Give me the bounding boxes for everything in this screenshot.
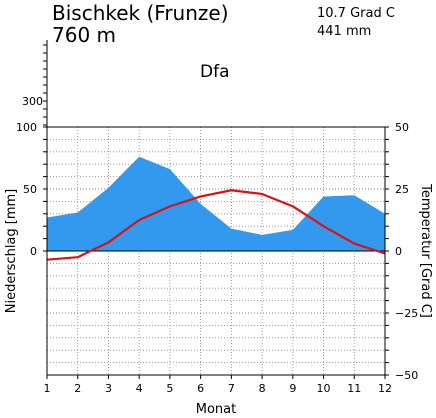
precipitation-area — [47, 156, 385, 251]
month-label: 5 — [166, 382, 173, 395]
temp-tick-label: 25 — [395, 183, 409, 196]
right-axis-label: Temperatur [Grad C] — [418, 183, 433, 318]
temp-tick-label: 0 — [395, 245, 402, 258]
station-name: Bischkek (Frunze) — [52, 1, 229, 25]
precip-tick-label: 100 — [16, 121, 37, 134]
station-elevation: 760 m — [52, 23, 117, 47]
precip-tick-label: 0 — [30, 245, 37, 258]
left-axis-label: Niederschlag [mm] — [4, 189, 19, 314]
temperature-line — [46, 189, 386, 261]
month-label: 3 — [105, 382, 112, 395]
x-axis-label: Monat — [196, 402, 236, 417]
month-label: 12 — [378, 382, 392, 395]
month-label: 8 — [259, 382, 266, 395]
month-label: 10 — [317, 382, 331, 395]
month-label: 11 — [347, 382, 361, 395]
climate-classification: Dfa — [200, 62, 230, 82]
temp-tick-label: 50 — [395, 121, 409, 134]
temp-tick-label: −25 — [395, 307, 418, 320]
mean-temperature: 10.7 Grad C — [317, 6, 395, 21]
upper-precip-label: 300 — [22, 95, 43, 108]
precip-tick-label: 50 — [23, 183, 37, 196]
month-label: 1 — [44, 382, 51, 395]
month-label: 2 — [74, 382, 81, 395]
month-label: 7 — [228, 382, 235, 395]
annual-precipitation: 441 mm — [317, 24, 372, 39]
month-label: 4 — [136, 382, 143, 395]
month-label: 9 — [289, 382, 296, 395]
temp-tick-label: −50 — [395, 369, 418, 382]
month-label: 6 — [197, 382, 204, 395]
